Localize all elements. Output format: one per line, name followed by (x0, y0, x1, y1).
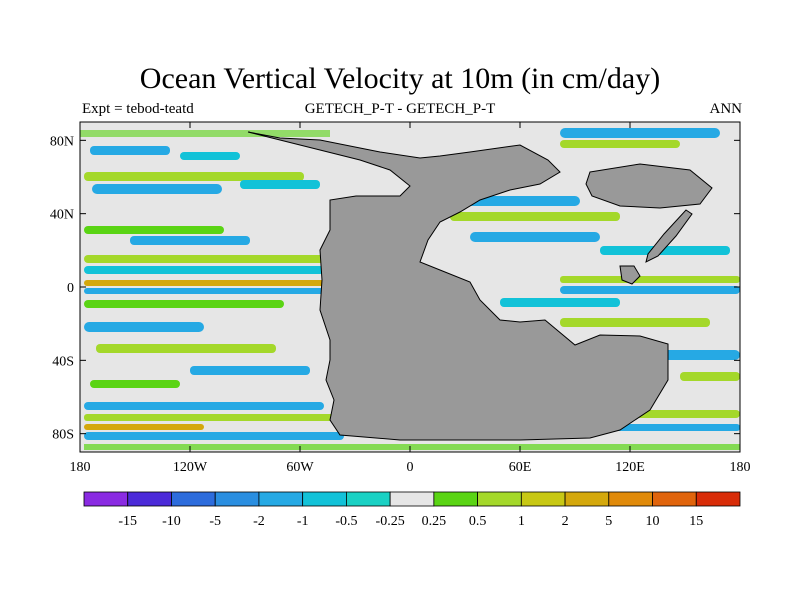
colorbar-swatch (477, 491, 522, 507)
model-label: GETECH_P-T - GETECH_P-T (304, 101, 496, 117)
colorbar-swatch (258, 491, 304, 507)
colorbar-label: -0.5 (335, 514, 357, 529)
colorbar: -15 -10 -5 -2 -1 -0.5 -0.25 0.25 0.5 1 2 5 10 15 (83, 491, 741, 529)
colorbar-label: 2 (562, 514, 569, 529)
colorbar-label: 10 (646, 514, 660, 529)
colorbar-swatch (83, 491, 129, 507)
map-panel (80, 122, 740, 452)
colorbar-label: -10 (162, 514, 181, 529)
colorbar-label: 0.5 (469, 514, 487, 529)
landmasses (247, 131, 713, 441)
colorbar-swatch (127, 491, 172, 507)
lon-label: 180 (730, 460, 751, 475)
colorbar-swatch (433, 491, 479, 507)
plot-title: Ocean Vertical Velocity at 10m (in cm/da… (139, 62, 661, 95)
lon-label: 120E (615, 460, 645, 475)
lat-label: 40S (52, 354, 74, 369)
colorbar-label: 0.25 (422, 514, 447, 529)
lon-label: 60W (286, 460, 314, 475)
experiment-label: Expt = tebod-teatd (82, 101, 194, 117)
lat-label: 0 (67, 281, 74, 296)
colorbar-label: -1 (297, 514, 309, 529)
season-label: ANN (709, 101, 743, 117)
colorbar-swatch (214, 491, 260, 507)
lat-label: 40N (50, 208, 74, 223)
lat-label: 80N (50, 134, 74, 149)
colorbar-swatch (652, 491, 697, 507)
colorbar-label: -0.25 (376, 514, 405, 529)
colorbar-swatch (345, 491, 391, 507)
colorbar-label: 1 (518, 514, 525, 529)
colorbar-label: -15 (118, 514, 137, 529)
lon-label: 60E (509, 460, 532, 475)
cimmerian-peninsula (645, 209, 693, 263)
pangaea-landmass (247, 131, 669, 441)
eastern-island (585, 163, 713, 209)
longitude-axis: 180 120W 60W 0 60E 120E 180 (70, 122, 751, 475)
colorbar-label: -2 (253, 514, 265, 529)
small-island (619, 265, 641, 285)
lon-label: 120W (173, 460, 208, 475)
colorbar-swatch (564, 491, 610, 507)
colorbar-swatch (389, 491, 435, 507)
lat-label: 80S (52, 428, 74, 443)
colorbar-label: 5 (605, 514, 612, 529)
colorbar-swatch (171, 491, 216, 507)
lon-label: 180 (70, 460, 91, 475)
lon-label: 0 (407, 460, 414, 475)
colorbar-label: -5 (209, 514, 221, 529)
colorbar-swatch (520, 491, 566, 507)
latitude-axis: 80N 40N 0 40S 80S (50, 134, 740, 443)
colorbar-swatch (608, 491, 653, 507)
colorbar-swatch (302, 491, 347, 507)
colorbar-label: 15 (689, 514, 703, 529)
velocity-field (80, 128, 740, 450)
colorbar-swatch (695, 491, 741, 507)
